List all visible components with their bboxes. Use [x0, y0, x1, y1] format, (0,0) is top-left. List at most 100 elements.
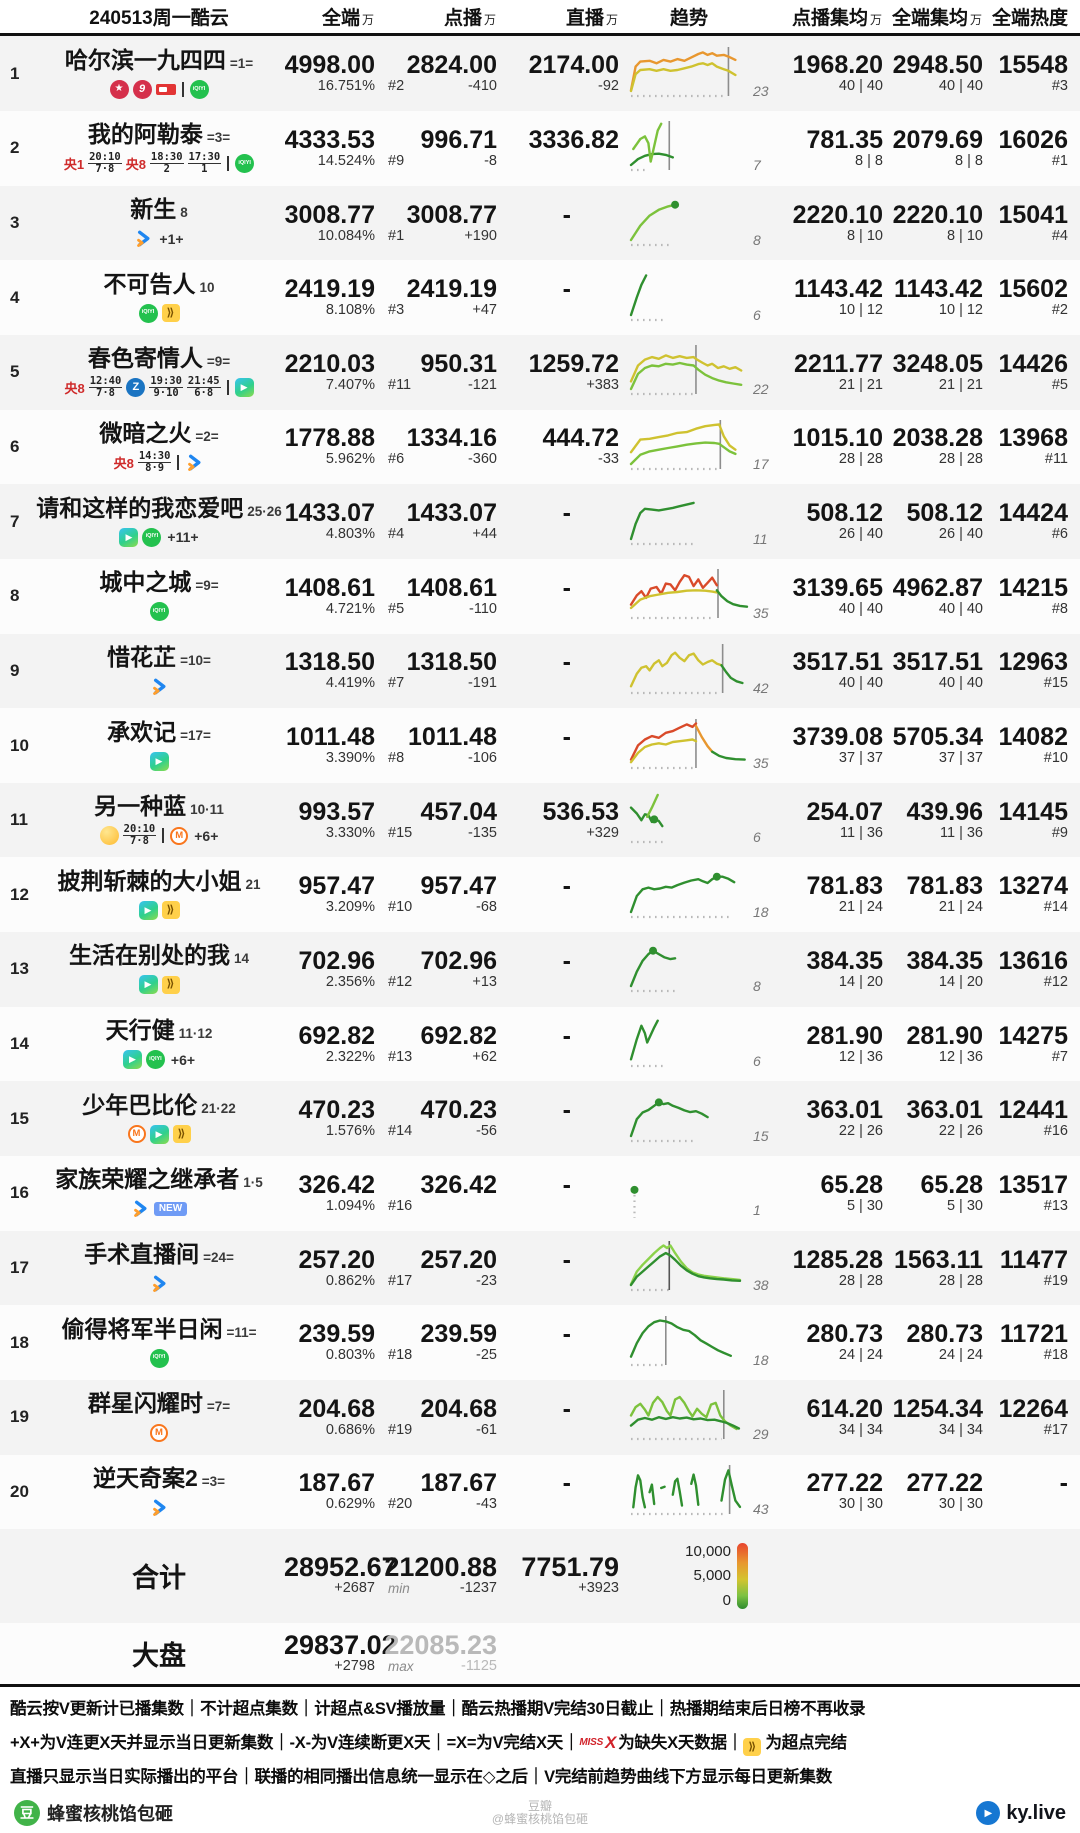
table-row: 1 哈尔滨一九四四 =1= ★ 9 iQIYI 4998.00 16.751% 2824.00 #…: [0, 36, 1080, 112]
table-row: 16 家族荣耀之继承者 1·5 NEW 326.42 1.094% 326.42 #16-1 6…: [0, 1156, 1080, 1231]
rank-number: 20: [10, 1481, 29, 1501]
heat-value: 13517: [998, 1170, 1068, 1199]
heat-rank: #19: [1043, 1272, 1068, 1289]
broadcast-info: 央8 12:40 7·8 Z 19:30 9·10 21:45 6·8 ▶: [34, 376, 284, 399]
vod-delta: +44: [472, 526, 497, 543]
heat-rank: #4: [1051, 227, 1068, 244]
live-value: 3336.82: [528, 125, 619, 154]
live-value: -: [562, 275, 571, 304]
heat-cell: 15602 #2: [988, 276, 1080, 319]
bottom-bar: 豆 蜂蜜核桃馅包砸 豆瓣 @蜂蜜核桃馅包砸 ▶ ky.live: [0, 1793, 1080, 1833]
heat-rank: #11: [1044, 451, 1068, 468]
drama-title: 不可告人: [103, 270, 196, 297]
total-value: 702.96: [298, 946, 375, 975]
new-badge: NEW: [153, 1201, 188, 1216]
live-delta: [502, 1123, 619, 1140]
rank-number: 11: [10, 810, 28, 830]
total-cell: 4998.00 16.751%: [284, 52, 380, 95]
drama-title-cell: 惜花芷 =10=: [34, 644, 284, 698]
rank-number: 10: [10, 735, 29, 755]
cctv-channel-label: 央8: [113, 455, 134, 471]
total-value: 2419.19: [284, 275, 375, 304]
market-share: 14.524%: [317, 152, 375, 169]
heat-rank: #9: [1051, 824, 1068, 841]
vod-delta: -360: [467, 451, 497, 468]
vod-avg-episodes: 8 | 10: [846, 227, 883, 244]
cctv-channel-label: 央8: [125, 157, 146, 173]
table-row: 3 新生 8 +1+ 3008.77 10.084% 3008.77 #1 +190-8 2220…: [0, 185, 1080, 261]
heat-rank: #12: [1043, 973, 1068, 990]
broadcast-info: 央8 14:30 8·9: [34, 450, 284, 474]
market-total-cell: 29837.02 +2798: [284, 1631, 397, 1675]
vod-avg-value: 1015.10: [792, 424, 883, 453]
heat-rank: #2: [1051, 302, 1068, 319]
vod-rank: #7: [388, 675, 405, 692]
tv-station-gold-icon: [99, 826, 119, 846]
drama-title-cell: 请和这样的我恋爱吧 25·26 ▶ iQIYI +11+: [34, 495, 284, 549]
trend-cell: 35: [624, 717, 774, 775]
total-avg-value: 2038.28: [892, 424, 983, 453]
vod-cell: 1318.50 #7 -191: [380, 649, 502, 692]
total-cell: 1778.88 5.962%: [284, 425, 380, 468]
zhejiang-tv-icon: Z: [126, 378, 146, 398]
youku-icon: [131, 1199, 150, 1218]
vod-rank: #1: [388, 227, 405, 244]
drama-title: 少年巴比伦: [82, 1091, 198, 1118]
heat-cell: 16026 #1: [988, 127, 1080, 170]
vod-avg-cell: 1015.10 28 | 28: [774, 425, 888, 468]
trend-cell: 1: [624, 1164, 774, 1222]
vod-avg-episodes: 8 | 8: [855, 152, 883, 169]
vod-cell: 692.82 #13 +62: [380, 1023, 502, 1066]
drama-title-cell: 天行健 11·12 ▶ iQIYI +6+: [34, 1017, 284, 1071]
trend-cell: 11: [624, 493, 774, 551]
rank-number: 18: [10, 1332, 29, 1352]
live-value: -: [562, 1469, 571, 1498]
heat-cell: 14426 #5: [988, 351, 1080, 394]
rank-number: 9: [10, 660, 20, 680]
market-share: 1.576%: [325, 1123, 375, 1140]
author-name: 蜂蜜核桃馅包砸: [47, 1804, 173, 1825]
market-share: 2.322%: [325, 1048, 375, 1065]
drama-title-cell: 新生 8 +1+: [34, 196, 284, 250]
trend-episode-count: 43: [753, 1500, 769, 1517]
total-avg-episodes: 11 | 36: [939, 824, 983, 841]
air-schedule: 17:30 1: [187, 151, 222, 176]
table-row: 10 承欢记 =17= ▶ 1011.48 3.390% 1011.48 #8 -106-35 3…: [0, 708, 1080, 783]
unit-label: 万: [869, 13, 882, 28]
total-avg-value: 439.96: [906, 797, 983, 826]
broadcast-info: 央1 20:10 7·8 央8 18:30 2 17:30 1 iQIYI: [34, 152, 284, 175]
vod-rank: #11: [388, 376, 412, 393]
total-avg-value: 781.83: [906, 872, 983, 901]
iqiyi-icon: iQIYI: [142, 527, 162, 547]
trend-episode-count: 35: [753, 754, 769, 771]
total-avg-cell: 2038.28 28 | 28: [888, 425, 988, 468]
vod-cell: 1408.61 #5 -110: [380, 575, 502, 618]
live-delta: [502, 601, 619, 618]
live-delta: [502, 1496, 619, 1513]
vod-avg-cell: 65.28 5 | 30: [774, 1172, 888, 1215]
total-avg-value: 3248.05: [892, 349, 983, 378]
total-value: 470.23: [298, 1096, 375, 1125]
vod-avg-episodes: 21 | 24: [838, 899, 883, 916]
air-schedule: 21:45 6·8: [186, 375, 221, 400]
separator: [227, 156, 230, 172]
live-delta: [502, 153, 619, 170]
market-share: 3.390%: [325, 750, 375, 767]
total-cell: 2419.19 8.108%: [284, 276, 380, 319]
vod-avg-cell: 508.12 26 | 40: [774, 500, 888, 543]
live-cell: 536.53 +329: [502, 799, 624, 842]
chaodian-icon: ⟫: [172, 1125, 191, 1144]
heat-cell: 14082 #10: [988, 724, 1080, 767]
vod-value: 204.68: [420, 1394, 497, 1423]
legend-mid: 5,000: [693, 1567, 731, 1585]
total-value: 1778.88: [284, 424, 375, 453]
trend-cell: 43: [624, 1463, 774, 1521]
chaodian-finish-icon: ⟫: [743, 1737, 762, 1756]
total-value: 239.59: [298, 1320, 375, 1349]
total-cell: 1433.07 4.803%: [284, 500, 380, 543]
episode-badge: 11·12: [178, 1026, 213, 1042]
table-row: 17 手术直播间 =24= 257.20 0.862% 257.20 #17 -23-38 12…: [0, 1230, 1080, 1306]
summary-label: 合计: [132, 1563, 186, 1594]
vod-rank: #17: [388, 1272, 413, 1289]
